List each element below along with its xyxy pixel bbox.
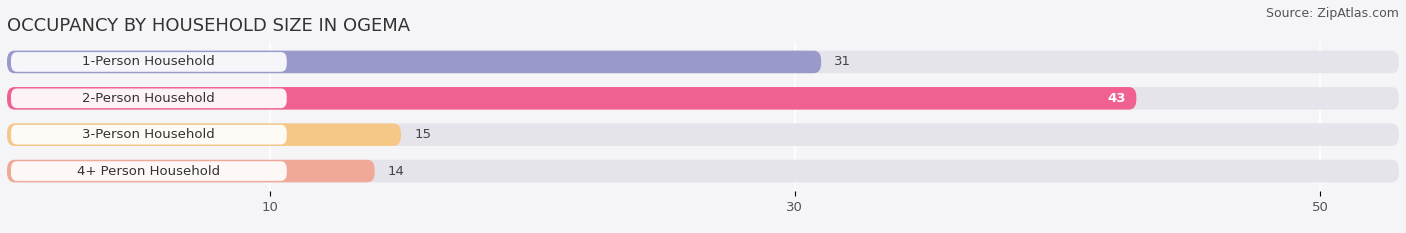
FancyBboxPatch shape <box>7 87 1399 110</box>
Text: Source: ZipAtlas.com: Source: ZipAtlas.com <box>1265 7 1399 20</box>
FancyBboxPatch shape <box>11 52 287 72</box>
Text: 43: 43 <box>1108 92 1126 105</box>
FancyBboxPatch shape <box>11 161 287 181</box>
FancyBboxPatch shape <box>7 51 821 73</box>
Text: OCCUPANCY BY HOUSEHOLD SIZE IN OGEMA: OCCUPANCY BY HOUSEHOLD SIZE IN OGEMA <box>7 17 411 35</box>
Text: 3-Person Household: 3-Person Household <box>83 128 215 141</box>
FancyBboxPatch shape <box>7 123 1399 146</box>
Text: 15: 15 <box>415 128 432 141</box>
Text: 31: 31 <box>834 55 851 69</box>
Text: 2-Person Household: 2-Person Household <box>83 92 215 105</box>
Text: 1-Person Household: 1-Person Household <box>83 55 215 69</box>
FancyBboxPatch shape <box>7 123 401 146</box>
FancyBboxPatch shape <box>7 160 375 182</box>
Text: 14: 14 <box>388 164 405 178</box>
FancyBboxPatch shape <box>11 125 287 144</box>
FancyBboxPatch shape <box>11 89 287 108</box>
FancyBboxPatch shape <box>7 51 1399 73</box>
FancyBboxPatch shape <box>7 160 1399 182</box>
FancyBboxPatch shape <box>7 87 1136 110</box>
Text: 4+ Person Household: 4+ Person Household <box>77 164 221 178</box>
